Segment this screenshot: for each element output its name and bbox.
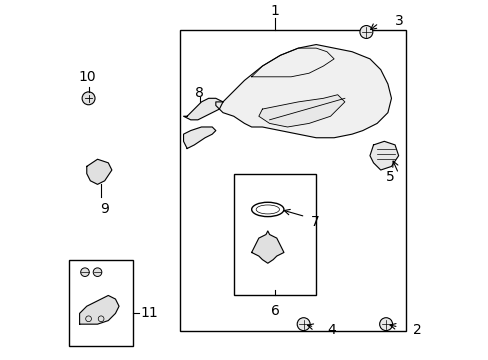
Text: 8: 8 [195, 86, 203, 100]
Text: 5: 5 [386, 170, 394, 184]
Text: 9: 9 [100, 202, 109, 216]
Circle shape [82, 92, 95, 105]
Polygon shape [258, 95, 344, 127]
Polygon shape [369, 141, 398, 170]
Circle shape [379, 318, 392, 330]
Polygon shape [183, 127, 215, 149]
Text: 7: 7 [310, 215, 319, 229]
Circle shape [359, 26, 372, 39]
Text: 1: 1 [270, 4, 279, 18]
Text: 10: 10 [78, 70, 95, 84]
Text: 2: 2 [412, 323, 421, 337]
Bar [233, 174, 316, 296]
Circle shape [93, 268, 102, 276]
Bar [69, 260, 133, 346]
Text: 6: 6 [270, 305, 279, 319]
Polygon shape [86, 159, 112, 184]
Text: 11: 11 [140, 306, 158, 320]
Polygon shape [183, 98, 223, 120]
Polygon shape [251, 231, 284, 263]
Polygon shape [80, 296, 119, 324]
Bar [180, 30, 405, 331]
Polygon shape [215, 45, 391, 138]
Circle shape [81, 268, 89, 276]
Text: 3: 3 [394, 14, 403, 28]
Text: 4: 4 [326, 323, 335, 337]
Circle shape [297, 318, 309, 330]
